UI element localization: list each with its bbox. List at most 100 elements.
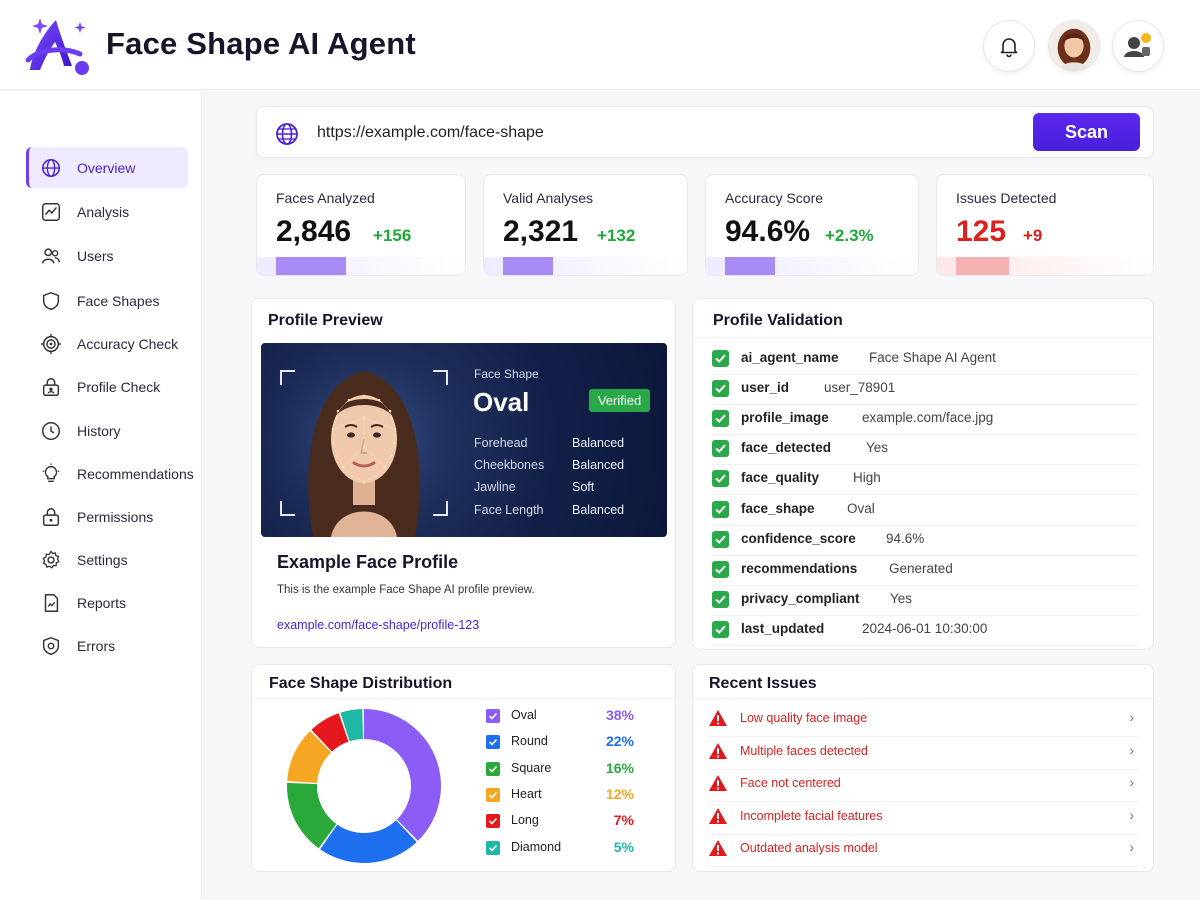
legend-label: Diamond (511, 839, 562, 854)
stat-label: Accuracy Score (725, 190, 824, 206)
profile-name: Example Face Profile (277, 552, 459, 572)
validation-row: last_updated 2024-06-01 10:30:00 (712, 616, 1138, 646)
validation-key: face_quality (741, 470, 820, 486)
url-input[interactable] (317, 121, 1017, 145)
sidebar-item-face-shapes[interactable]: Face Shapes (26, 280, 188, 321)
stat-label: Valid Analyses (503, 190, 594, 206)
bell-icon (1000, 38, 1018, 58)
validation-value: High (853, 470, 881, 486)
agent-status-button[interactable] (1112, 20, 1164, 72)
distribution-panel: Face Shape Distribution Oval 38% Round 22% S… (251, 664, 676, 872)
sidebar-item-overview[interactable]: Overview (26, 147, 188, 188)
legend-item[interactable]: Square 16% (486, 759, 634, 779)
stat-progress-track (937, 257, 1153, 275)
validation-key: privacy_compliant (741, 590, 860, 606)
check-icon (712, 560, 729, 578)
target-icon (40, 333, 62, 354)
legend-item[interactable]: Oval 38% (486, 706, 634, 726)
profile-link[interactable]: example.com/face-shape/profile-123 (277, 618, 480, 632)
validation-key: last_updated (741, 620, 825, 636)
stat-card-faces-analyzed: Faces Analyzed 2,846 +156 (256, 174, 466, 276)
sidebar-item-label: Recommendations (77, 465, 194, 482)
stat-value: 2,846 (276, 215, 352, 248)
legend-percent: 5% (613, 838, 634, 855)
sidebar-item-settings[interactable]: Settings (26, 539, 188, 580)
donut-chart (287, 709, 441, 863)
attribute-name: Forehead (474, 436, 528, 450)
legend-item[interactable]: Long 7% (486, 811, 634, 831)
issue-item[interactable]: Incomplete facial features › (708, 803, 1138, 835)
globe-icon (41, 158, 61, 177)
donut-slice-square[interactable] (287, 709, 441, 863)
sidebar-item-permissions[interactable]: Permissions (26, 496, 188, 537)
panel-title: Recent Issues (709, 675, 817, 692)
sidebar-item-profile-check[interactable]: Profile Check (26, 366, 188, 407)
legend-checkbox-icon (486, 735, 500, 750)
sidebar-item-history[interactable]: History (26, 410, 188, 451)
stat-progress-track (484, 257, 687, 275)
validation-row: privacy_compliant Yes (712, 586, 1138, 616)
agent-status-icon (1124, 33, 1151, 57)
sidebar-item-label: Accuracy Check (77, 335, 179, 352)
app-title: Face Shape AI Agent (106, 26, 416, 61)
issue-text: Outdated analysis model (740, 841, 878, 856)
validation-key: ai_agent_name (741, 350, 839, 365)
sidebar-item-errors[interactable]: Errors (26, 625, 188, 666)
validation-row: recommendations Generated (712, 556, 1138, 586)
validation-value: Generated (889, 560, 953, 576)
check-icon (712, 350, 729, 367)
chart-line-icon (42, 202, 60, 221)
legend-item[interactable]: Round 22% (486, 732, 634, 752)
sidebar-item-label: Settings (77, 551, 128, 568)
panel-divider (252, 698, 675, 699)
sidebar-item-accuracy-check[interactable]: Accuracy Check (26, 323, 188, 364)
attribute-value: Soft (572, 480, 595, 494)
validation-value: Yes (866, 440, 889, 456)
sidebar-item-reports[interactable]: Reports (26, 582, 188, 623)
legend-item[interactable]: Diamond 5% (486, 838, 634, 858)
issue-item[interactable]: Multiple faces detected › (708, 738, 1138, 770)
face-shape-label: Face Shape (474, 367, 539, 381)
donut-slice-oval[interactable] (287, 709, 441, 863)
legend-label: Heart (511, 786, 542, 801)
profile-preview-image[interactable]: Face Shape Oval Verified Forehead Balanc… (261, 343, 667, 537)
sidebar-item-analysis[interactable]: Analysis (26, 191, 188, 232)
scan-button[interactable]: Scan (1033, 113, 1140, 151)
shield-alert-icon (42, 636, 60, 655)
issue-text: Incomplete facial features (740, 808, 883, 823)
panel-divider (693, 337, 1153, 338)
validation-value: 94.6% (886, 530, 925, 546)
sidebar-item-label: Users (77, 247, 114, 264)
legend-item[interactable]: Heart 12% (486, 785, 634, 805)
stat-progress-fill (503, 257, 553, 275)
donut-slice-round[interactable] (287, 709, 441, 863)
issue-item[interactable]: Outdated analysis model › (708, 835, 1138, 868)
warning-icon (709, 807, 727, 824)
sidebar-item-label: Face Shapes (77, 292, 160, 309)
sidebar-item-users[interactable]: Users (26, 235, 188, 276)
notifications-button[interactable] (983, 20, 1035, 72)
stat-progress-track (257, 257, 465, 275)
panel-title: Face Shape Distribution (269, 675, 453, 692)
sidebar-item-label: Overview (77, 159, 136, 176)
sidebar-item-recommendations[interactable]: Recommendations (26, 453, 194, 494)
legend-label: Round (511, 734, 548, 749)
user-avatar-button[interactable] (1048, 20, 1100, 72)
warning-icon (709, 840, 727, 857)
validation-value: example.com/face.jpg (862, 410, 994, 426)
check-icon (712, 470, 729, 488)
check-icon (712, 440, 729, 458)
validation-value: 2024-06-01 10:30:00 (862, 620, 988, 636)
issue-item[interactable]: Face not centered › (708, 770, 1138, 803)
validation-key: profile_image (741, 410, 829, 426)
check-icon (712, 500, 729, 518)
check-icon (712, 530, 729, 548)
stat-delta: +9 (1023, 226, 1043, 245)
validation-row: face_quality High (712, 465, 1138, 496)
stat-value: 94.6% (725, 215, 811, 248)
issue-item[interactable]: Low quality face image › (708, 705, 1138, 737)
legend-checkbox-icon (486, 761, 500, 776)
stat-progress-fill (956, 257, 1009, 275)
attribute-name: Cheekbones (474, 458, 545, 472)
legend-percent: 22% (605, 733, 634, 750)
